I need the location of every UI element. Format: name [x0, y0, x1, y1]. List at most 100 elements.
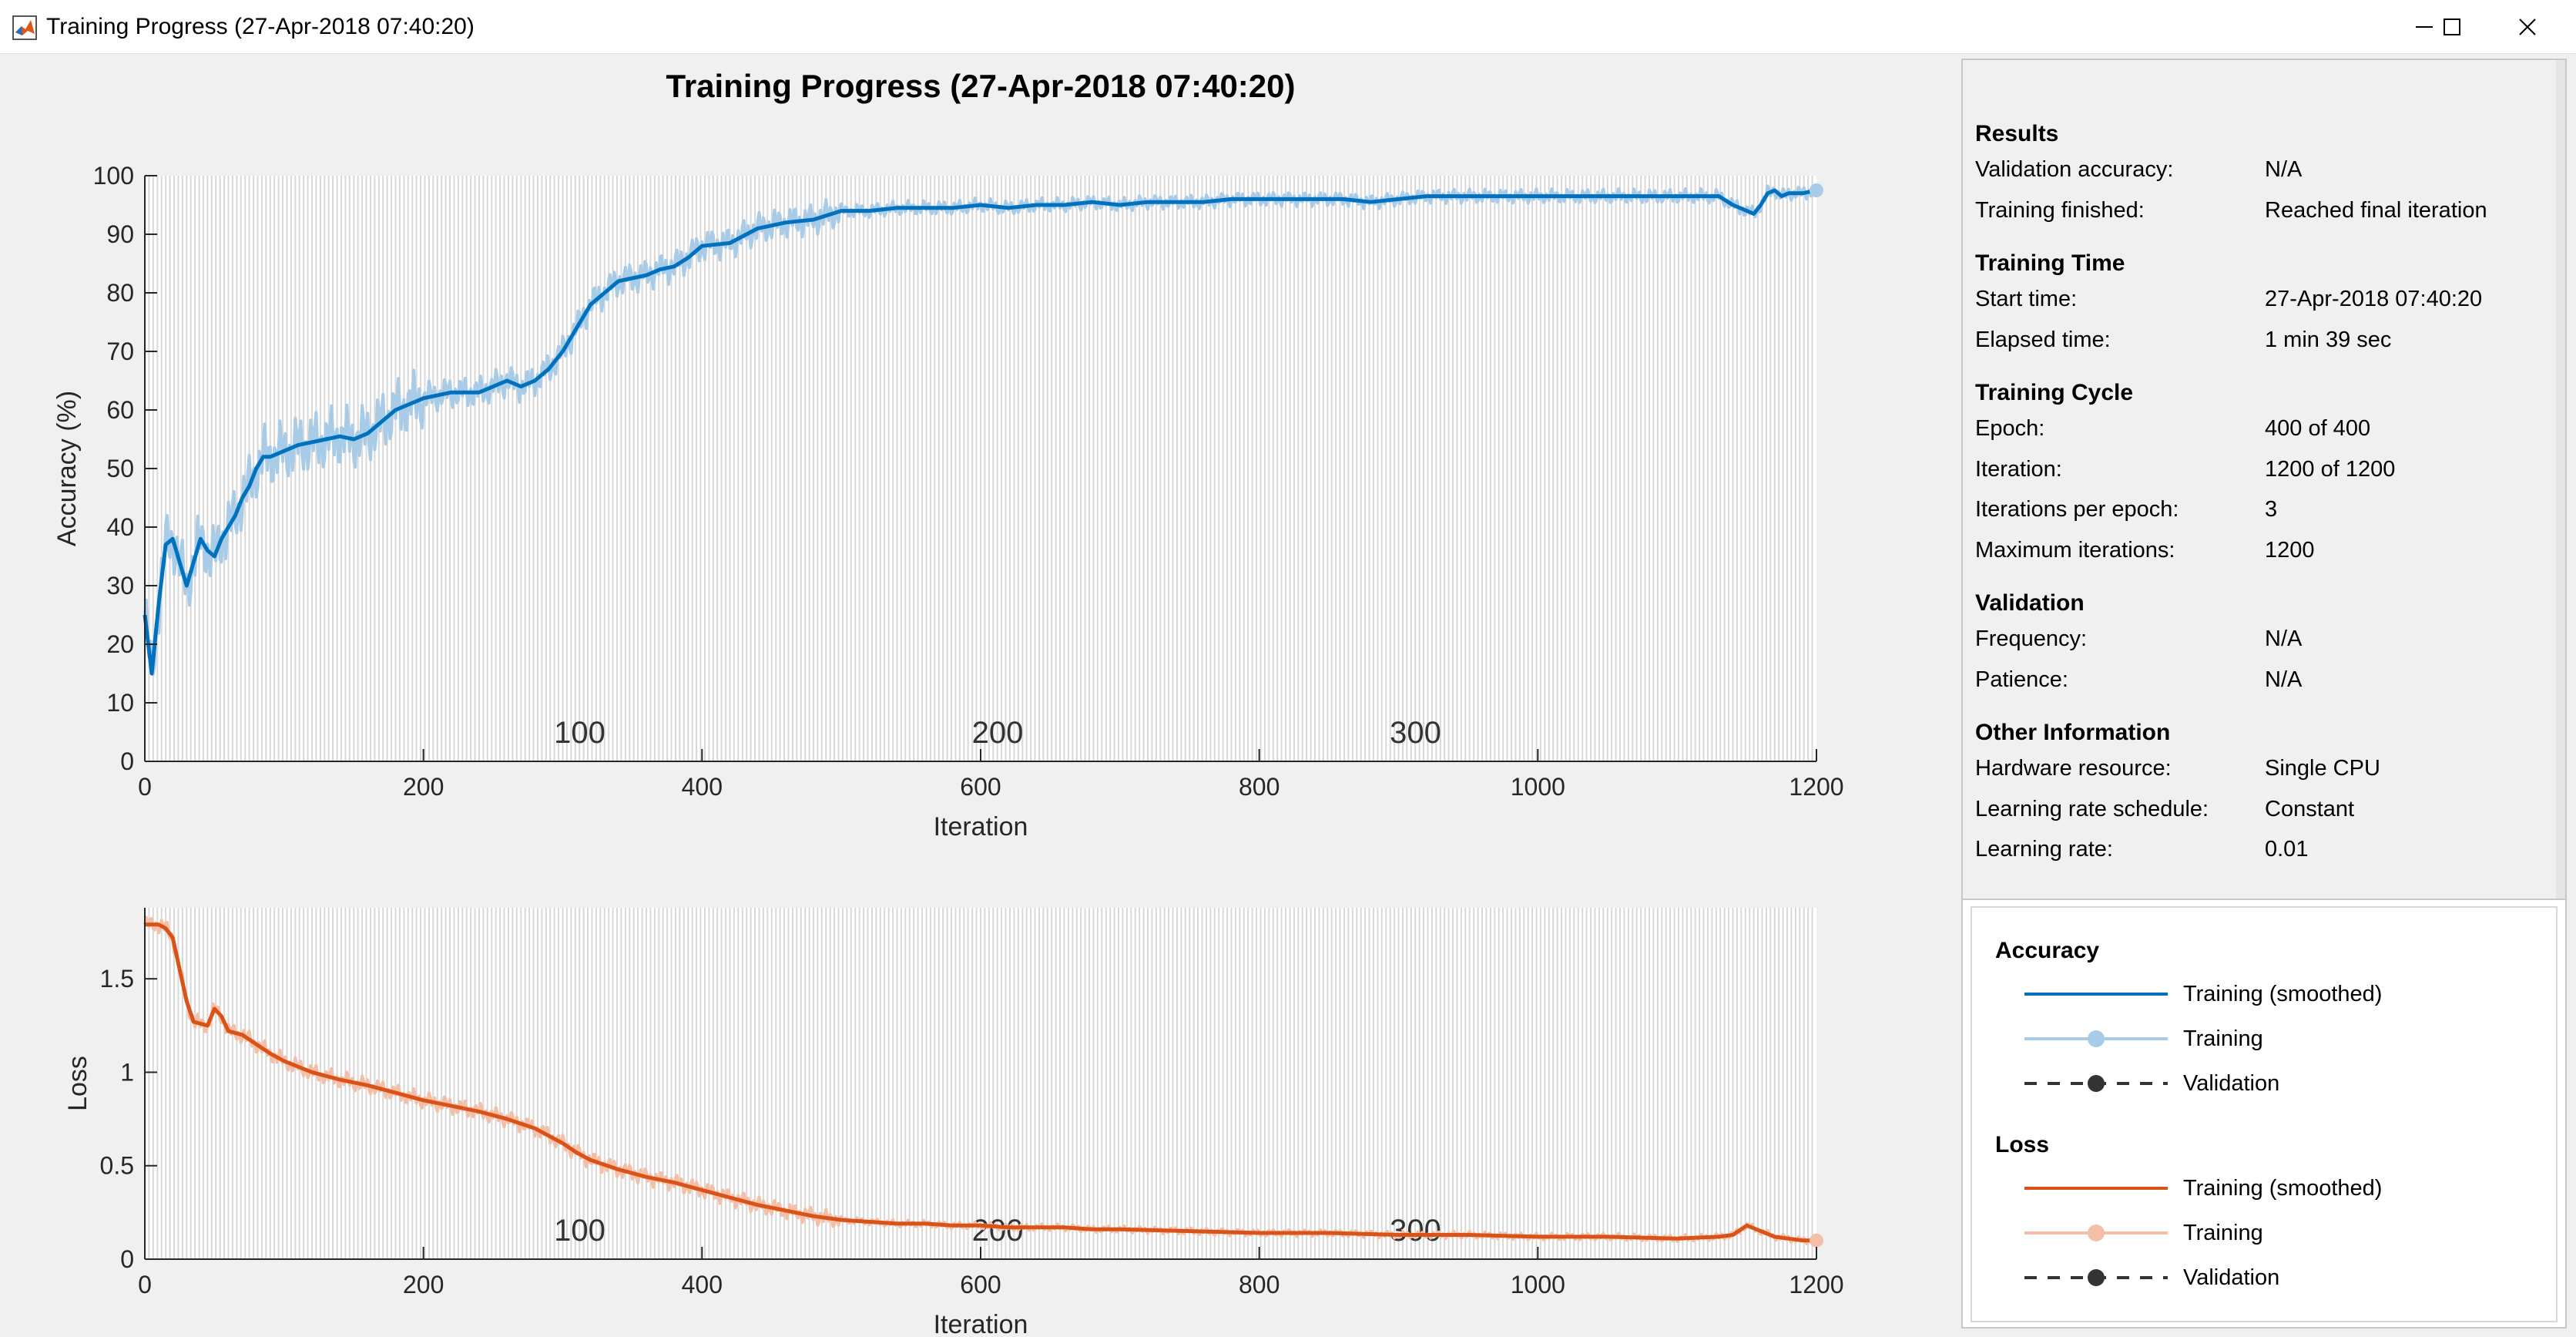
legend-swatch-icon [2024, 1075, 2168, 1092]
maximize-button[interactable] [2408, 0, 2496, 54]
y-tick-label: 0 [120, 747, 134, 775]
info-row-label: Patience: [1975, 667, 2068, 692]
info-row: Validation accuracy: N/A [1975, 149, 2302, 190]
maximize-icon [2444, 18, 2460, 35]
info-row-value: 1200 [2265, 537, 2315, 563]
info-row-value: 1 min 39 sec [2265, 327, 2392, 352]
info-row: Start time: 27-Apr-2018 07:40:20 [1975, 279, 2482, 320]
legend-label: Training [2183, 1221, 2263, 1245]
x-axis-label: Iteration [934, 1310, 1028, 1337]
info-row-value: Reached final iteration [2265, 197, 2487, 223]
y-axis-label: Loss [63, 1056, 92, 1111]
side-panel: Results Validation accuracy: N/A Training f… [1961, 59, 2567, 1329]
y-tick-label: 30 [106, 572, 134, 600]
info-section: Results Validation accuracy: N/A Training f… [1975, 119, 2487, 231]
x-tick-label: 0 [138, 773, 152, 801]
info-section: Validation Frequency: N/A Patience: N/A [1975, 588, 2302, 700]
info-row: Learning rate: 0.01 [1975, 829, 2308, 870]
minimize-button[interactable] [2394, 0, 2454, 54]
legend-item: Training (smoothed) [2024, 977, 2548, 1011]
info-row-label: Elapsed time: [1975, 327, 2111, 352]
info-row-value: 400 of 400 [2265, 416, 2371, 441]
info-row: Hardware resource: Single CPU [1975, 748, 2380, 789]
info-section-heading: Training Cycle [1975, 380, 2134, 405]
x-tick-label: 1200 [1789, 1271, 1843, 1298]
x-tick-label: 200 [403, 1271, 444, 1298]
info-row-label: Start time: [1975, 287, 2078, 311]
info-row-label: Validation accuracy: [1975, 157, 2174, 182]
y-tick-label: 40 [106, 513, 134, 541]
last-point-marker [1810, 1233, 1823, 1248]
legend-swatch-icon [2024, 1030, 2168, 1047]
info-row-value: N/A [2265, 627, 2303, 651]
y-tick-label: 0.5 [100, 1152, 134, 1180]
y-tick-label: 20 [106, 630, 134, 658]
info-row: Patience: N/A [1975, 660, 2302, 700]
legend-swatch-icon [2024, 1187, 2168, 1190]
legend-swatch-icon [2024, 993, 2168, 996]
y-tick-label: 80 [106, 279, 134, 307]
epoch-label: 300 [1390, 1214, 1441, 1248]
info-section: Training Cycle Epoch: 400 of 400 Iteration:… [1975, 378, 2395, 570]
info-section-heading: Validation [1975, 590, 2085, 616]
window-titlebar: Training Progress (27-Apr-2018 07:40:20) [0, 0, 2576, 54]
x-tick-label: 800 [1239, 1271, 1280, 1298]
close-icon [2519, 18, 2536, 35]
legend-label: Training [2183, 1026, 2263, 1051]
legend-item: Training [2024, 1022, 2548, 1056]
epoch-label: 200 [972, 716, 1024, 750]
info-row-value: 27-Apr-2018 07:40:20 [2265, 287, 2483, 311]
close-button[interactable] [2484, 0, 2571, 54]
info-row: Training finished: Reached final iteratio… [1975, 190, 2487, 231]
x-tick-label: 800 [1239, 773, 1280, 801]
legend-label: Validation [2183, 1071, 2280, 1096]
y-tick-label: 70 [106, 338, 134, 365]
info-section-heading: Training Time [1975, 250, 2125, 276]
legend-item: Training [2024, 1216, 2548, 1250]
info-row-value: 0.01 [2265, 837, 2309, 862]
info-row-label: Training finished: [1975, 197, 2145, 223]
legend-label: Validation [2183, 1265, 2280, 1290]
legend-heading: Loss [1995, 1132, 2050, 1157]
info-row: Iteration: 1200 of 1200 [1975, 449, 2395, 490]
y-tick-label: 10 [106, 689, 134, 717]
info-row-value: N/A [2265, 157, 2303, 182]
y-tick-label: 100 [93, 162, 134, 190]
matlab-icon [12, 15, 37, 40]
legend-label: Training (smoothed) [2183, 1176, 2383, 1201]
info-row-value: Single CPU [2265, 756, 2380, 781]
x-tick-label: 200 [403, 773, 444, 801]
info-row-label: Learning rate: [1975, 837, 2113, 862]
x-tick-label: 400 [682, 773, 723, 801]
info-section-heading: Other Information [1975, 720, 2171, 745]
epoch-label: 100 [554, 716, 605, 750]
info-section: Training Time Start time: 27-Apr-2018 07:4… [1975, 248, 2482, 360]
info-row-value: Constant [2265, 796, 2355, 821]
info-row-value: 3 [2265, 497, 2278, 522]
training-smoothed-line [145, 922, 1816, 1243]
info-row: Frequency: N/A [1975, 619, 2302, 660]
epoch-label: 300 [1390, 716, 1441, 750]
info-row-label: Epoch: [1975, 416, 2045, 441]
legend-item: Validation [2024, 1067, 2548, 1100]
y-tick-label: 1.5 [100, 965, 134, 993]
info-row-label: Iteration: [1975, 456, 2062, 482]
y-tick-label: 0 [120, 1245, 134, 1273]
info-row: Epoch: 400 of 400 [1975, 408, 2370, 449]
legend-heading: Accuracy [1995, 938, 2100, 963]
info-row-label: Frequency: [1975, 627, 2088, 651]
info-row: Learning rate schedule: Constant [1975, 789, 2354, 830]
info-row-label: Learning rate schedule: [1975, 796, 2209, 821]
window-title: Training Progress (27-Apr-2018 07:40:20) [46, 14, 475, 39]
info-row-label: Hardware resource: [1975, 756, 2172, 781]
info-row-label: Maximum iterations: [1975, 537, 2175, 563]
legend-item: Validation [2024, 1261, 2548, 1295]
info-scrollbar[interactable] [2556, 60, 2565, 899]
info-section-heading: Results [1975, 121, 2059, 146]
legend-swatch-icon [2024, 1224, 2168, 1241]
legend-panel: Accuracy Training (smoothed) Training Valid… [1971, 906, 2558, 1322]
training-info-panel[interactable]: Results Validation accuracy: N/A Training f… [1963, 60, 2565, 900]
minimize-icon [2416, 26, 2433, 28]
info-row: Iterations per epoch: 3 [1975, 489, 2277, 530]
x-tick-label: 400 [682, 1271, 723, 1298]
